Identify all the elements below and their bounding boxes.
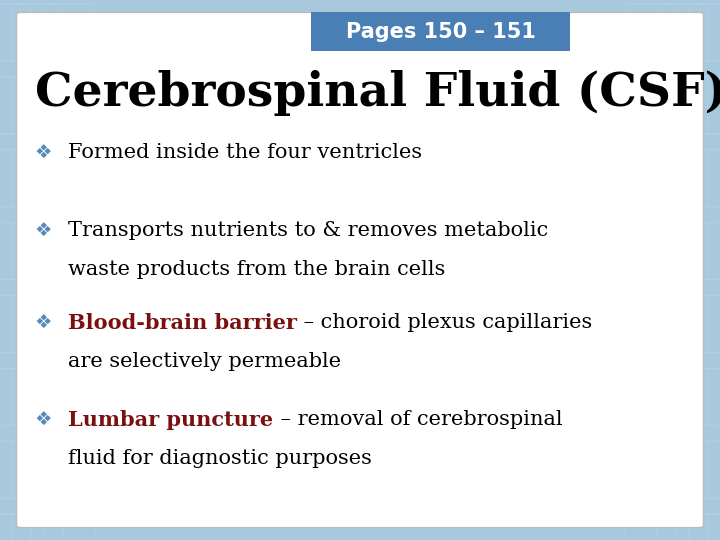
FancyBboxPatch shape (17, 12, 703, 528)
FancyBboxPatch shape (311, 12, 570, 51)
Text: Formed inside the four ventricles: Formed inside the four ventricles (68, 143, 423, 162)
Text: ❖: ❖ (35, 221, 52, 240)
Text: – removal of cerebrospinal: – removal of cerebrospinal (274, 410, 562, 429)
Text: Lumbar puncture: Lumbar puncture (68, 410, 274, 430)
Text: Blood-brain barrier: Blood-brain barrier (68, 313, 297, 333)
Text: are selectively permeable: are selectively permeable (68, 352, 341, 371)
Text: ❖: ❖ (35, 410, 52, 429)
Text: fluid for diagnostic purposes: fluid for diagnostic purposes (68, 449, 372, 468)
Text: Transports nutrients to & removes metabolic: Transports nutrients to & removes metabo… (68, 221, 549, 240)
Text: ❖: ❖ (35, 313, 52, 332)
Text: Pages 150 – 151: Pages 150 – 151 (346, 22, 536, 42)
Text: waste products from the brain cells: waste products from the brain cells (68, 260, 446, 279)
Text: ❖: ❖ (35, 143, 52, 162)
Text: Cerebrospinal Fluid (CSF): Cerebrospinal Fluid (CSF) (35, 70, 720, 116)
Text: – choroid plexus capillaries: – choroid plexus capillaries (297, 313, 593, 332)
